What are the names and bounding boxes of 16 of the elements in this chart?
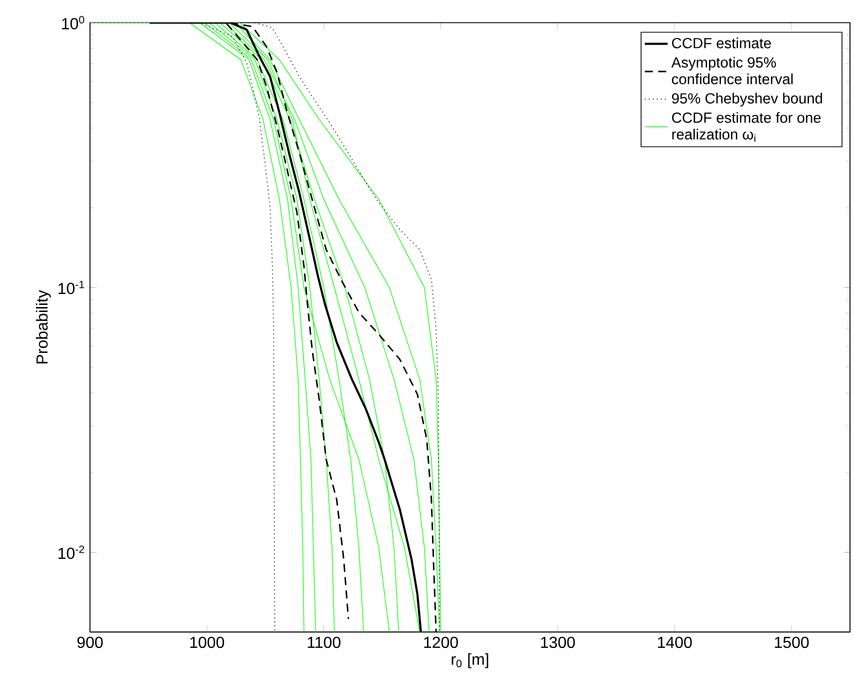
x-tick-label: 1100 (308, 636, 340, 648)
x-tick-label: 1300 (541, 636, 575, 648)
legend-label: 95% Chebyshev bound (672, 92, 822, 106)
x-tick-label: 1000 (190, 636, 224, 648)
x-tick-label: 1400 (658, 636, 692, 648)
y-tick-label: 10$^{0}$ (62, 16, 84, 30)
x-tick-label: 1500 (774, 636, 809, 648)
legend-label: CCDF estimate (672, 38, 771, 48)
legend-label: CCDF estimate for one realization ω$_{i}$ (672, 112, 821, 142)
x-axis-title: r$_{0}$ [m] (452, 653, 488, 668)
y-tick-label: 10$^{-1}$ (58, 280, 84, 294)
x-tick-label: 1200 (424, 636, 458, 648)
y-tick-label: 10$^{-2}$ (58, 546, 84, 559)
legend-label: Asymptotic 95% confidence interval (671, 56, 793, 84)
x-tick-label: 900 (77, 636, 103, 648)
y-axis-title: Probability (36, 290, 51, 364)
